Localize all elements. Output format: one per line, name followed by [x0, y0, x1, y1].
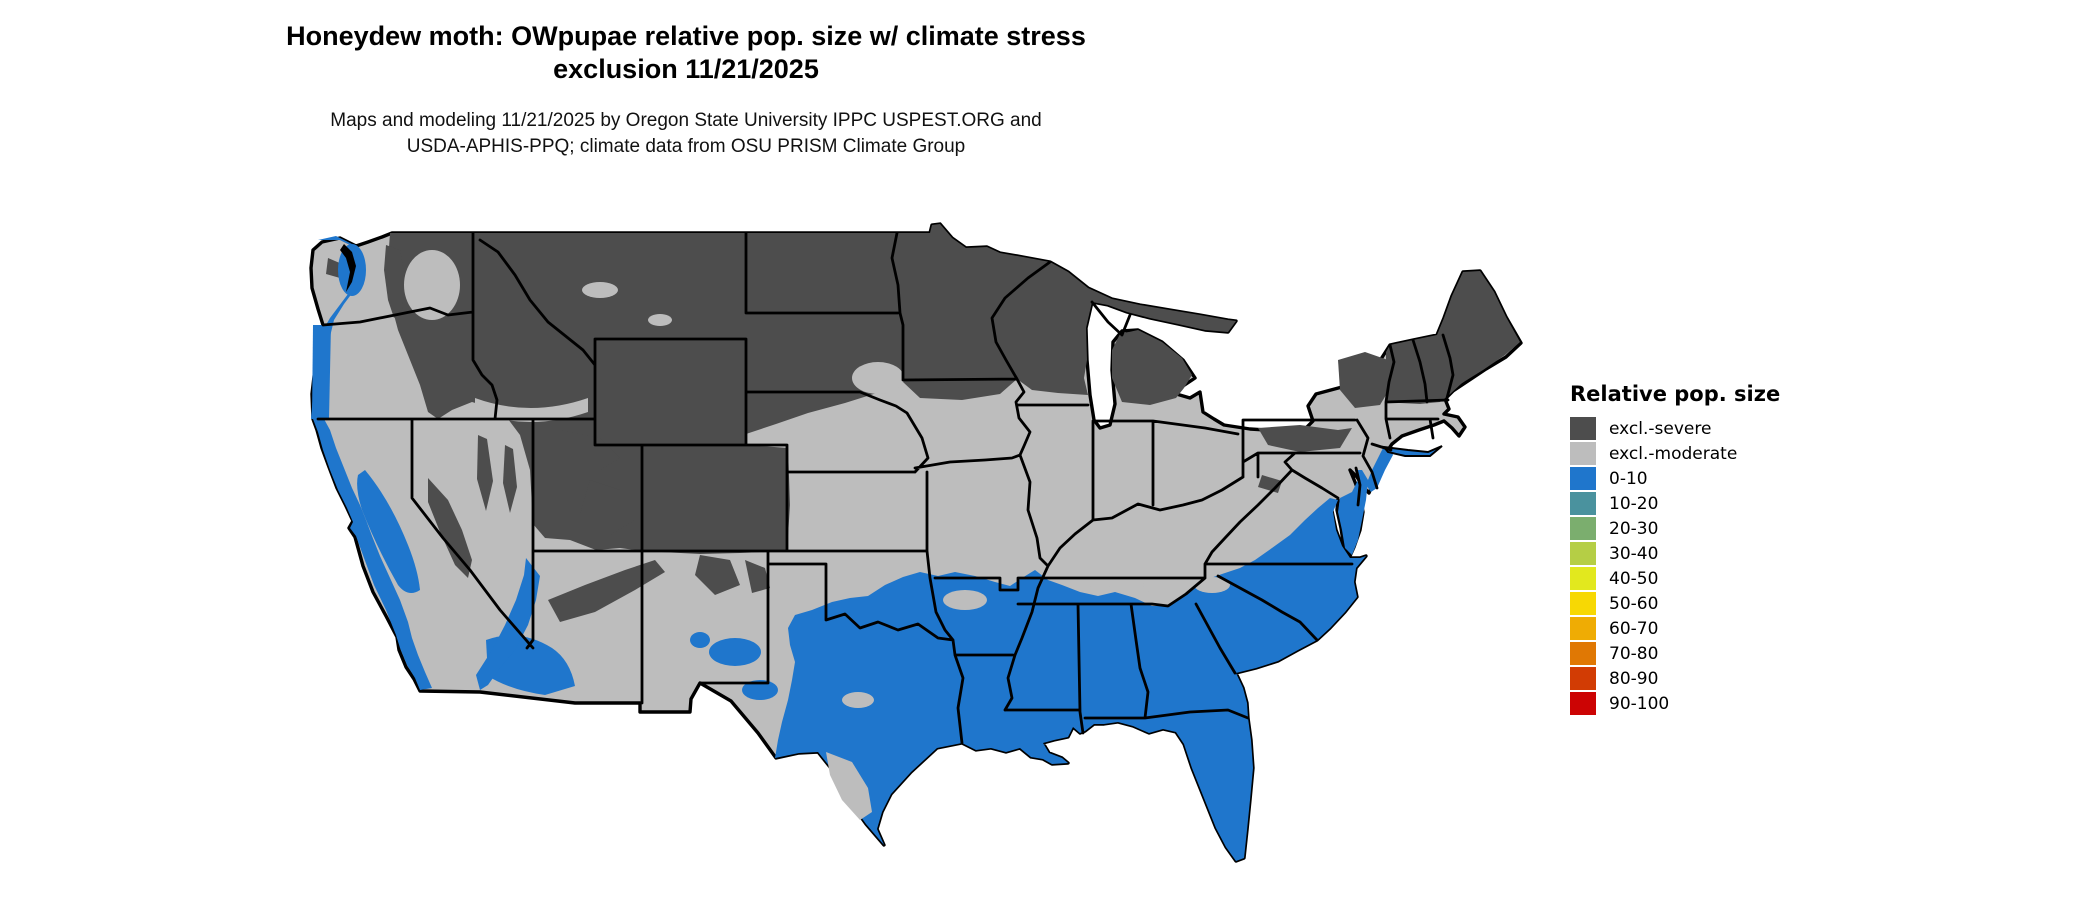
legend-label: 90-100	[1609, 693, 1670, 714]
puget-sound	[340, 244, 356, 292]
legend-swatch	[1570, 617, 1596, 640]
legend-label: 50-60	[1609, 593, 1659, 614]
legend-swatch	[1570, 667, 1596, 690]
legend: Relative pop. size excl.-severe excl.-mod…	[1570, 382, 1830, 716]
legend-swatch	[1570, 642, 1596, 665]
legend-label: 60-70	[1609, 618, 1659, 639]
map-region-excl-severe	[326, 224, 1520, 622]
legend-label: 40-50	[1609, 568, 1659, 589]
legend-item: 40-50	[1570, 566, 1830, 591]
legend-label: excl.-severe	[1609, 418, 1712, 439]
legend-swatch	[1570, 417, 1596, 440]
legend-label: 10-20	[1609, 493, 1659, 514]
legend-swatch	[1570, 467, 1596, 490]
legend-label: excl.-moderate	[1609, 443, 1738, 464]
legend-item: 50-60	[1570, 591, 1830, 616]
subtitle-line-1: Maps and modeling 11/21/2025 by Oregon S…	[330, 110, 1042, 131]
legend-swatch	[1570, 442, 1596, 465]
legend-item: excl.-severe	[1570, 416, 1830, 441]
legend-swatch	[1570, 592, 1596, 615]
legend-label: 80-90	[1609, 668, 1659, 689]
legend-label: 0-10	[1609, 468, 1648, 489]
legend-swatch	[1570, 492, 1596, 515]
legend-swatch	[1570, 542, 1596, 565]
legend-item: excl.-moderate	[1570, 441, 1830, 466]
legend-item: 20-30	[1570, 516, 1830, 541]
legend-swatch	[1570, 517, 1596, 540]
subtitle-line-2: USDA-APHIS-PPQ; climate data from OSU PR…	[406, 136, 966, 157]
legend-label: 70-80	[1609, 643, 1659, 664]
title-line-2: exclusion 11/21/2025	[553, 54, 819, 84]
legend-item: 0-10	[1570, 466, 1830, 491]
legend-item: 60-70	[1570, 616, 1830, 641]
legend-label: 30-40	[1609, 543, 1659, 564]
legend-item: 70-80	[1570, 641, 1830, 666]
map-region-moderate-patches	[404, 250, 904, 422]
legend-item: 10-20	[1570, 491, 1830, 516]
page-subtitle: Maps and modeling 11/21/2025 by Oregon S…	[236, 108, 1136, 160]
state-borders	[316, 231, 1455, 745]
legend-label: 20-30	[1609, 518, 1659, 539]
title-block: Honeydew moth: OWpupae relative pop. siz…	[236, 20, 1136, 160]
legend-item: 80-90	[1570, 666, 1830, 691]
page-title: Honeydew moth: OWpupae relative pop. siz…	[236, 20, 1136, 86]
legend-swatch	[1570, 567, 1596, 590]
legend-swatch	[1570, 692, 1596, 715]
title-line-1: Honeydew moth: OWpupae relative pop. siz…	[286, 21, 1086, 51]
legend-item: 30-40	[1570, 541, 1830, 566]
legend-item: 90-100	[1570, 691, 1830, 716]
legend-rows: excl.-severe excl.-moderate 0-10 10-20 20-30…	[1570, 416, 1830, 716]
legend-title: Relative pop. size	[1570, 382, 1781, 406]
